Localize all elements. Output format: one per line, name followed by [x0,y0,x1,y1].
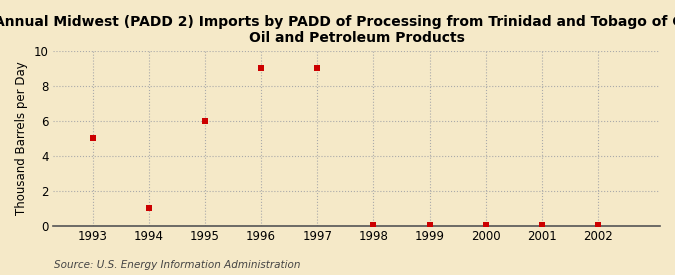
Y-axis label: Thousand Barrels per Day: Thousand Barrels per Day [15,61,28,215]
Point [143,206,154,210]
Point [256,66,267,70]
Point [537,223,547,227]
Point [593,223,603,227]
Point [312,66,323,70]
Point [425,223,435,227]
Text: Source: U.S. Energy Information Administration: Source: U.S. Energy Information Administ… [54,260,300,270]
Point [200,118,211,123]
Point [87,136,98,140]
Point [368,223,379,227]
Title: Annual Midwest (PADD 2) Imports by PADD of Processing from Trinidad and Tobago o: Annual Midwest (PADD 2) Imports by PADD … [0,15,675,45]
Point [481,223,491,227]
